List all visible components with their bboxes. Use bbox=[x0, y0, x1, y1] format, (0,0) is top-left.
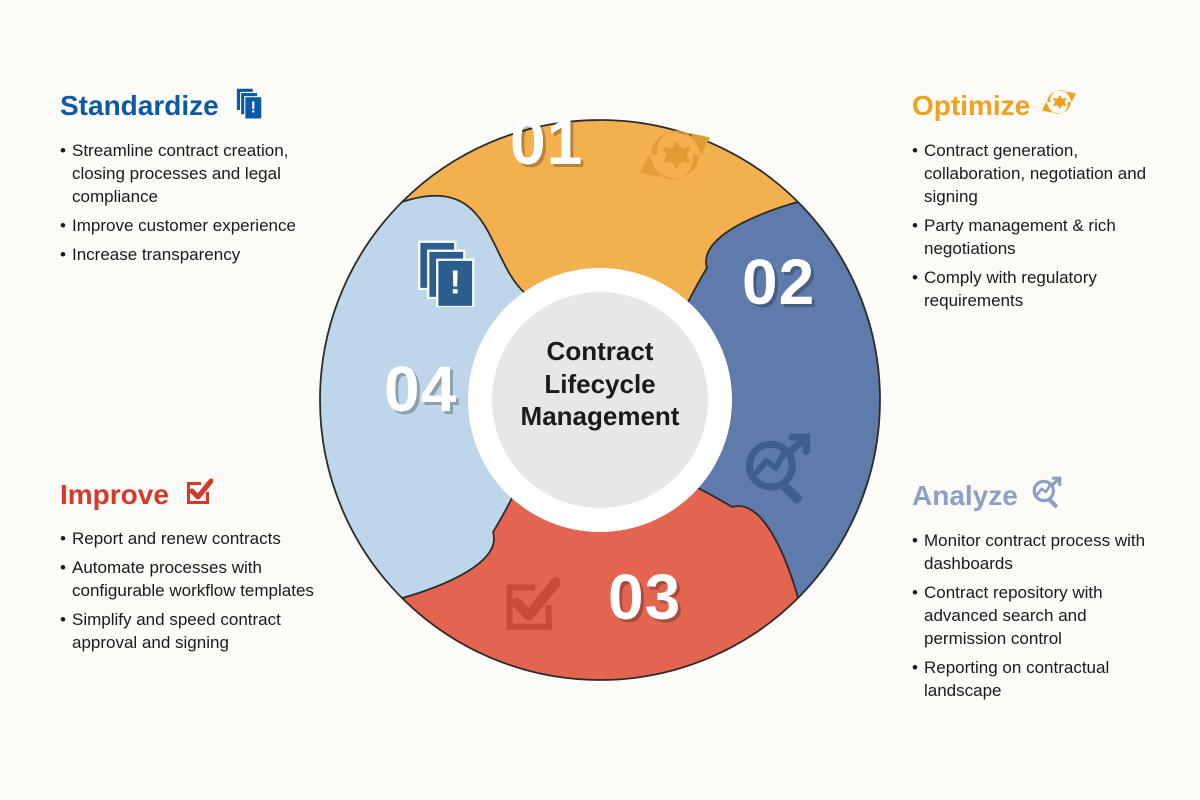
magnify-chart-icon bbox=[1030, 475, 1064, 516]
block-optimize: Optimize Contract generation, collaborat… bbox=[912, 85, 1172, 319]
cycle-diagram bbox=[300, 75, 900, 725]
documents-icon: ! bbox=[231, 85, 265, 126]
title-analyze-text: Analyze bbox=[912, 480, 1018, 512]
bullet: Comply with regulatory requirements bbox=[912, 267, 1172, 313]
gear-cycle-icon bbox=[1042, 85, 1076, 126]
bullet: Contract generation, collaboration, nego… bbox=[912, 140, 1172, 209]
bullet: Automate processes with configurable wor… bbox=[60, 557, 320, 603]
bullet: Contract repository with advanced search… bbox=[912, 582, 1172, 651]
bullet: Monitor contract process with dashboards bbox=[912, 530, 1172, 576]
title-improve-text: Improve bbox=[60, 479, 169, 511]
block-improve: Improve Report and renew contracts Autom… bbox=[60, 475, 320, 661]
title-improve: Improve bbox=[60, 475, 320, 514]
bullets-improve: Report and renew contracts Automate proc… bbox=[60, 528, 320, 655]
infographic-stage: Contract Lifecycle Management 01 02 03 0… bbox=[0, 0, 1200, 800]
svg-text:!: ! bbox=[250, 100, 255, 117]
block-analyze: Analyze Monitor contract process with da… bbox=[912, 475, 1172, 709]
title-optimize: Optimize bbox=[912, 85, 1172, 126]
block-standardize: Standardize ! Streamline contract creati… bbox=[60, 85, 320, 273]
bullet: Improve customer experience bbox=[60, 215, 320, 238]
bullets-standardize: Streamline contract creation, closing pr… bbox=[60, 140, 320, 267]
check-box-icon bbox=[181, 475, 213, 514]
bullets-optimize: Contract generation, collaboration, nego… bbox=[912, 140, 1172, 313]
title-standardize-text: Standardize bbox=[60, 90, 219, 122]
title-optimize-text: Optimize bbox=[912, 90, 1030, 122]
title-analyze: Analyze bbox=[912, 475, 1172, 516]
title-standardize: Standardize ! bbox=[60, 85, 320, 126]
bullet: Simplify and speed contract approval and… bbox=[60, 609, 320, 655]
bullet: Increase transparency bbox=[60, 244, 320, 267]
bullet: Reporting on contractual landscape bbox=[912, 657, 1172, 703]
bullets-analyze: Monitor contract process with dashboards… bbox=[912, 530, 1172, 703]
bullet: Streamline contract creation, closing pr… bbox=[60, 140, 320, 209]
bullet: Report and renew contracts bbox=[60, 528, 320, 551]
bullet: Party management & rich negotiations bbox=[912, 215, 1172, 261]
